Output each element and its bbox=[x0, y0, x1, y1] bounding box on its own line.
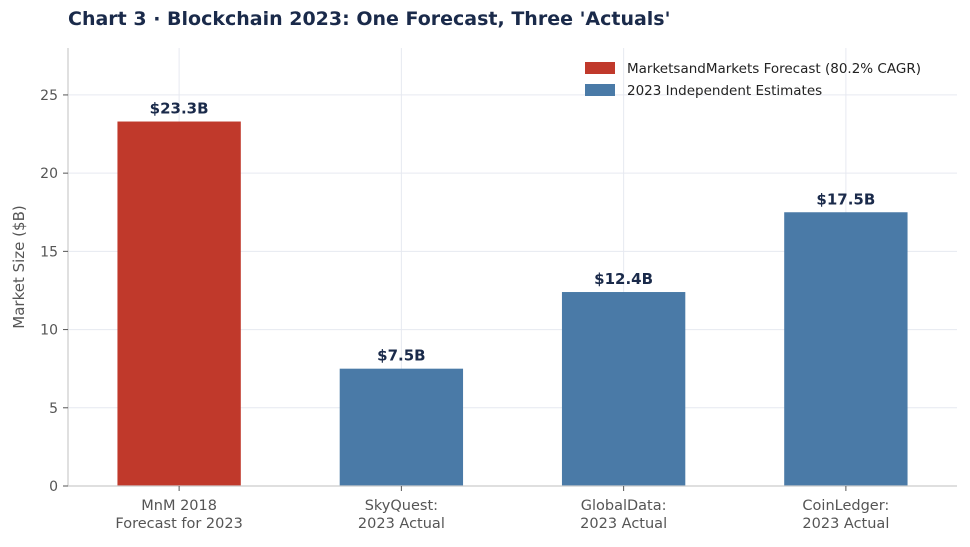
bar-value-label: $23.3B bbox=[150, 100, 209, 118]
legend: MarketsandMarkets Forecast (80.2% CAGR) 2… bbox=[585, 61, 921, 99]
legend-label-estimate: 2023 Independent Estimates bbox=[627, 83, 822, 99]
y-tick-label: 10 bbox=[40, 323, 58, 339]
x-tick-label: Forecast for 2023 bbox=[115, 516, 242, 532]
bar-value-label: $17.5B bbox=[816, 190, 875, 208]
y-tick-label: 15 bbox=[40, 244, 58, 260]
bar-value-label: $7.5B bbox=[377, 347, 425, 365]
y-tick-label: 0 bbox=[49, 479, 58, 495]
x-tick-label: MnM 2018 bbox=[141, 498, 217, 514]
y-axis-ticks: 0 5 10 15 20 25 bbox=[40, 88, 68, 495]
bar-value-label: $12.4B bbox=[594, 270, 653, 288]
legend-label-forecast: MarketsandMarkets Forecast (80.2% CAGR) bbox=[627, 61, 921, 77]
axes bbox=[67, 48, 957, 487]
bar-estimate bbox=[339, 368, 464, 486]
legend-swatch-estimate bbox=[585, 84, 615, 96]
x-tick-label: 2023 Actual bbox=[580, 516, 667, 532]
x-tick-label: SkyQuest: bbox=[365, 498, 438, 514]
y-axis-title: Market Size ($B) bbox=[10, 205, 28, 328]
x-tick-label: 2023 Actual bbox=[358, 516, 445, 532]
chart-title: Chart 3 · Blockchain 2023: One Forecast,… bbox=[68, 8, 671, 30]
bar-forecast bbox=[117, 121, 241, 487]
y-tick-label: 25 bbox=[40, 88, 58, 104]
bar-estimate bbox=[561, 292, 686, 486]
x-tick-label: GlobalData: bbox=[581, 498, 667, 514]
y-tick-label: 5 bbox=[49, 401, 58, 417]
x-axis-ticks: MnM 2018 Forecast for 2023 SkyQuest: 2023 A… bbox=[115, 486, 889, 532]
x-tick-label: CoinLedger: bbox=[802, 498, 889, 514]
bar-value-labels: $23.3B $7.5B $12.4B $17.5B bbox=[150, 100, 876, 365]
bar-estimate bbox=[784, 212, 908, 486]
bars bbox=[117, 121, 908, 487]
x-tick-label: 2023 Actual bbox=[802, 516, 889, 532]
y-tick-label: 20 bbox=[40, 166, 58, 182]
legend-swatch-forecast bbox=[585, 62, 615, 74]
